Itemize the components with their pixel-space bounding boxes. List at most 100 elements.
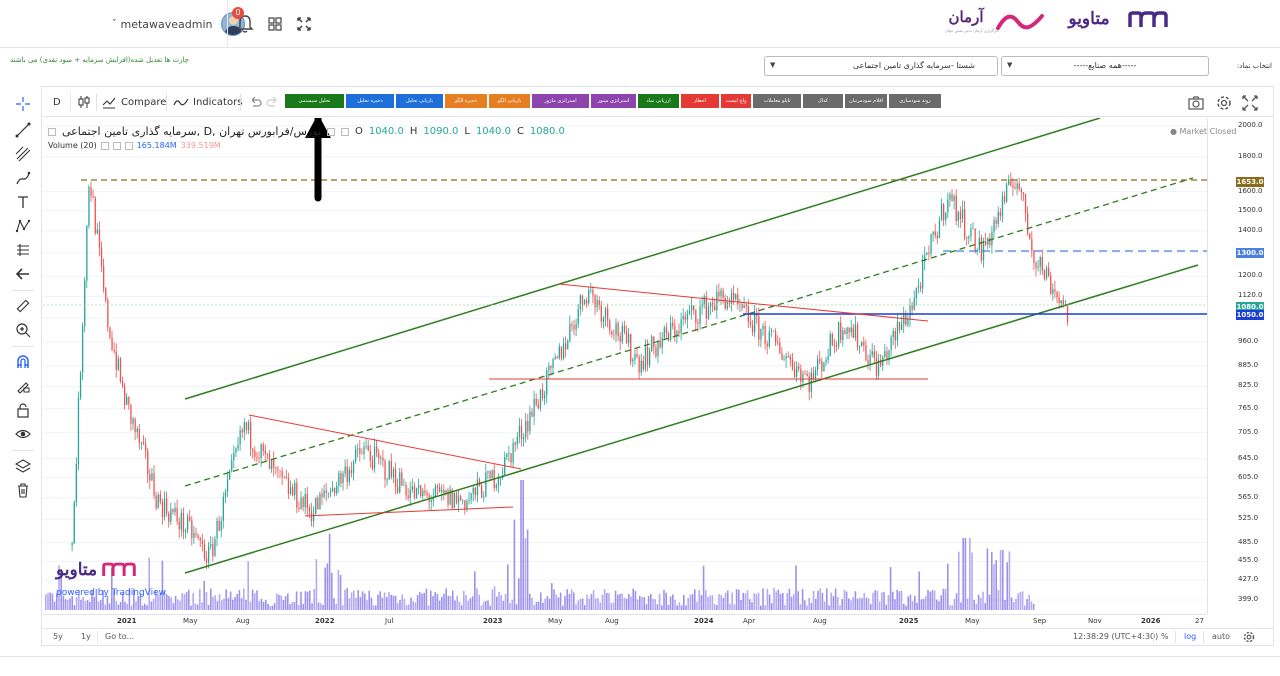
custom-button-14[interactable]: روند سودسازی [889, 94, 941, 108]
custom-button-12[interactable]: کدال [803, 94, 843, 108]
range-1y-button[interactable]: 1y [81, 632, 91, 641]
volume-bar [887, 595, 890, 610]
powered-by-tradingview[interactable]: powered by TradingView [56, 588, 167, 598]
indicators-button[interactable]: Indicators [173, 93, 242, 111]
compare-button[interactable]: Compare [101, 93, 166, 111]
goto-button[interactable]: Go to... [105, 632, 135, 641]
volume-bar [656, 604, 659, 610]
range-5y-button[interactable]: 5y [53, 632, 63, 641]
apps-grid-icon[interactable] [268, 17, 282, 31]
industry-select[interactable]: ▼ -----همه صنایع----- [1001, 56, 1209, 76]
text-tool-icon[interactable] [13, 192, 33, 212]
candle-body [506, 453, 508, 458]
volume-close-icon[interactable] [124, 141, 133, 150]
zoom-in-icon[interactable] [13, 320, 33, 340]
undo-icon[interactable] [247, 95, 263, 111]
candle-body [607, 308, 609, 321]
volume-bar [898, 591, 901, 610]
eye-icon[interactable] [13, 424, 33, 444]
watermark-logo: متاویو [56, 560, 98, 580]
pattern-icon[interactable] [13, 216, 33, 236]
ruler-icon[interactable] [13, 296, 33, 316]
volume-bar [909, 594, 912, 610]
chart-type-button[interactable] [77, 93, 91, 111]
candle-body [917, 286, 920, 288]
volume-bar [925, 596, 927, 610]
interval-button[interactable]: D [53, 93, 61, 111]
prediction-icon[interactable] [13, 240, 33, 260]
candle-body [1001, 196, 1004, 217]
custom-button-13[interactable]: اقلام سودمرتبان [845, 94, 887, 108]
custom-button-6[interactable]: استراتژی ماژور [532, 94, 589, 108]
volume-bar [166, 594, 168, 610]
candle-body [812, 372, 815, 380]
custom-button-4[interactable]: ذخیره الگو [445, 94, 487, 108]
candle-body [136, 428, 138, 433]
custom-button-10[interactable]: واچ لیست [721, 94, 751, 108]
volume-bar [982, 591, 984, 610]
volume-bar [680, 605, 683, 610]
pitchfork-icon[interactable] [13, 144, 33, 164]
brush-icon[interactable] [13, 168, 33, 188]
layers-icon[interactable] [13, 456, 33, 476]
legend-eye-icon[interactable] [326, 127, 335, 136]
draw-mode-icon[interactable] [13, 376, 33, 396]
fullscreen-icon[interactable] [1242, 95, 1258, 111]
price-axis[interactable]: 2000.0 1800.0 1600.0 1500.0 1400.0 1300.0 1200… [1207, 118, 1273, 614]
volume-bar [830, 592, 832, 610]
trash-icon[interactable] [13, 480, 33, 500]
symbol-select[interactable]: ▼ شستا -سرمایه گذاری تامین اجتماعی [764, 56, 998, 76]
percent-toggle[interactable]: % [1161, 632, 1169, 641]
candle-body [256, 457, 258, 458]
trend-line-icon[interactable] [13, 120, 33, 140]
magnet-icon[interactable] [13, 352, 33, 372]
volume-bar [531, 597, 533, 610]
volume-bar [903, 603, 905, 610]
crosshair-icon[interactable] [13, 94, 33, 114]
candle-body [268, 454, 271, 470]
volume-bar [537, 601, 540, 610]
volume-bar [579, 598, 582, 610]
arrow-left-icon[interactable] [13, 264, 33, 284]
settings-gear-icon[interactable] [1243, 631, 1255, 643]
custom-button-7[interactable]: استراتژی مینور [591, 94, 636, 108]
custom-button-9[interactable]: اخطار [681, 94, 719, 108]
volume-bar [999, 550, 1002, 610]
time-axis[interactable]: 2021 May Aug 2022 Jul 2023 May Aug 2024 Apr Aug 202… [43, 614, 1207, 628]
chart-bottom-bar: 5y 1y Go to... 12:38:29 (UTC+4:30) % log… [43, 628, 1273, 645]
volume-bar [581, 598, 584, 610]
high-value: 1090.0 [423, 126, 459, 137]
legend-settings-icon[interactable] [340, 127, 349, 136]
custom-button-5[interactable]: بازیابی الگو [489, 94, 530, 108]
custom-button-11[interactable]: تابلو معاملات [753, 94, 801, 108]
candle-body [466, 501, 468, 510]
auto-toggle[interactable]: auto [1212, 632, 1231, 641]
custom-button-3[interactable]: بازیابی تحلیل [396, 94, 443, 108]
candle-body [334, 487, 336, 494]
custom-button-2[interactable]: ذخیره تحلیل [346, 94, 394, 108]
volume-eye-icon[interactable] [100, 141, 109, 150]
candle-body [184, 530, 187, 533]
collapse-legend-icon[interactable] [48, 127, 56, 136]
volume-bar [603, 589, 606, 610]
custom-button-1[interactable]: تحلیل سیستمی [285, 94, 344, 108]
volume-bar [361, 591, 364, 610]
candle-body [670, 322, 672, 341]
camera-icon[interactable] [1188, 95, 1204, 111]
candle-body [151, 473, 153, 481]
lock-icon[interactable] [13, 400, 33, 420]
candle-body [260, 444, 262, 458]
redo-icon[interactable] [265, 95, 281, 111]
log-toggle[interactable]: log [1184, 632, 1197, 641]
candle-body [161, 501, 164, 518]
candle-body [672, 322, 674, 327]
volume-bar [438, 600, 441, 610]
user-menu[interactable]: ˅ metawaveadmin [112, 10, 245, 38]
volume-bar [927, 589, 929, 610]
chart-plot-area[interactable] [43, 118, 1207, 614]
volume-bar [192, 592, 194, 610]
fullscreen-icon[interactable] [297, 17, 311, 31]
volume-settings-icon[interactable] [112, 141, 121, 150]
custom-button-8[interactable]: ارزیابی نماد [638, 94, 679, 108]
settings-gear-icon[interactable] [1216, 95, 1232, 111]
